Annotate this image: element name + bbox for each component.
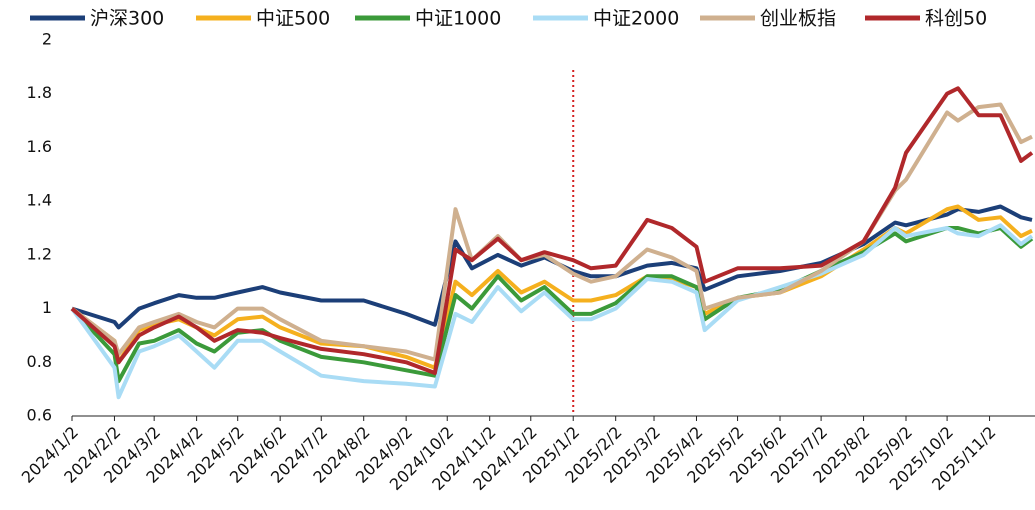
legend-label: 创业板指 [760,8,836,30]
legend-label: 沪深300 [90,8,164,30]
y-tick-label: 2 [42,30,52,49]
legend-label: 中证1000 [415,8,501,30]
series-line [71,204,1033,330]
y-tick-label: 0.8 [27,352,52,371]
y-tick-label: 1.8 [27,83,52,102]
series-line [70,102,1033,362]
y-tick-label: 1.6 [27,137,52,156]
series-line [70,204,1033,370]
y-tick-label: 0.6 [27,406,52,425]
legend-label: 中证500 [256,8,330,30]
y-tick-label: 1.2 [27,244,52,263]
legend-label: 中证2000 [593,8,679,30]
y-tick-label: 1.4 [27,191,52,210]
series-line [70,86,1034,375]
series-line [70,226,1034,384]
series-line [70,223,1034,400]
y-tick-label: 1 [42,298,52,317]
legend-label: 科创50 [925,8,987,30]
